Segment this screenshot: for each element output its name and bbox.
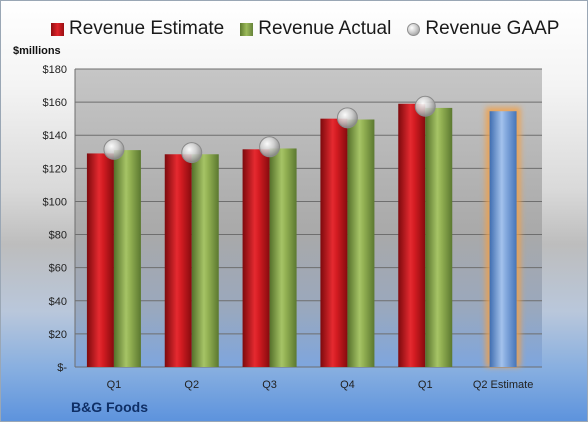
x-tick-label: Q2 Estimate (473, 379, 534, 391)
y-tick-label: $- (57, 362, 67, 374)
y-tick-label: $100 (43, 196, 67, 208)
marker-revenue-gaap (414, 95, 436, 117)
bar-revenue-actual (191, 154, 219, 367)
y-tick-label: $60 (49, 263, 67, 275)
bar-revenue-estimate (242, 149, 270, 367)
marker-revenue-gaap (103, 138, 125, 160)
x-tick-label: Q3 (262, 379, 277, 391)
bar-revenue-estimate-upcoming (489, 111, 517, 367)
marker-revenue-gaap (181, 142, 203, 164)
bar-revenue-actual (269, 148, 297, 367)
bar-revenue-actual (347, 119, 375, 367)
y-tick-label: $40 (49, 296, 67, 308)
legend-item-revenue-estimate: Revenue Estimate (51, 18, 224, 40)
x-tick-label: Q4 (340, 379, 355, 391)
legend-label-revenue-estimate: Revenue Estimate (69, 18, 225, 39)
marker-revenue-gaap (259, 136, 281, 158)
legend-swatch-revenue-estimate (51, 22, 64, 36)
y-tick-label: $120 (43, 163, 67, 175)
plot-area (75, 69, 542, 367)
x-tick-label: Q2 (184, 379, 199, 391)
y-tick-label: $160 (43, 97, 67, 109)
company-name: B&G Foods (71, 399, 148, 415)
bar-revenue-estimate (398, 103, 426, 368)
bar-revenue-estimate (320, 118, 348, 368)
y-axis-unit-label: $millions (13, 45, 61, 57)
bar-revenue-actual (113, 150, 141, 367)
y-tick-label: $180 (43, 64, 67, 76)
marker-revenue-gaap (336, 107, 358, 129)
legend-item-revenue-actual: Revenue Actual (240, 18, 391, 40)
x-tick-label: Q1 (418, 379, 433, 391)
bar-revenue-estimate (86, 153, 114, 367)
legend-label-revenue-gaap: Revenue GAAP (425, 18, 560, 39)
y-tick-label: $20 (49, 329, 67, 341)
x-tick-label: Q1 (107, 379, 122, 391)
y-tick-label: $140 (43, 130, 67, 142)
legend-swatch-revenue-gaap (407, 22, 421, 36)
y-tick-label: $80 (49, 230, 67, 242)
bar-revenue-actual (425, 107, 453, 368)
legend-label-revenue-actual: Revenue Actual (258, 18, 392, 39)
legend-swatch-revenue-actual (240, 22, 254, 36)
legend-item-revenue-gaap: Revenue GAAP (407, 18, 559, 40)
legend: Revenue Estimate Revenue Actual Revenue … (51, 17, 575, 41)
bar-revenue-estimate (164, 154, 192, 367)
